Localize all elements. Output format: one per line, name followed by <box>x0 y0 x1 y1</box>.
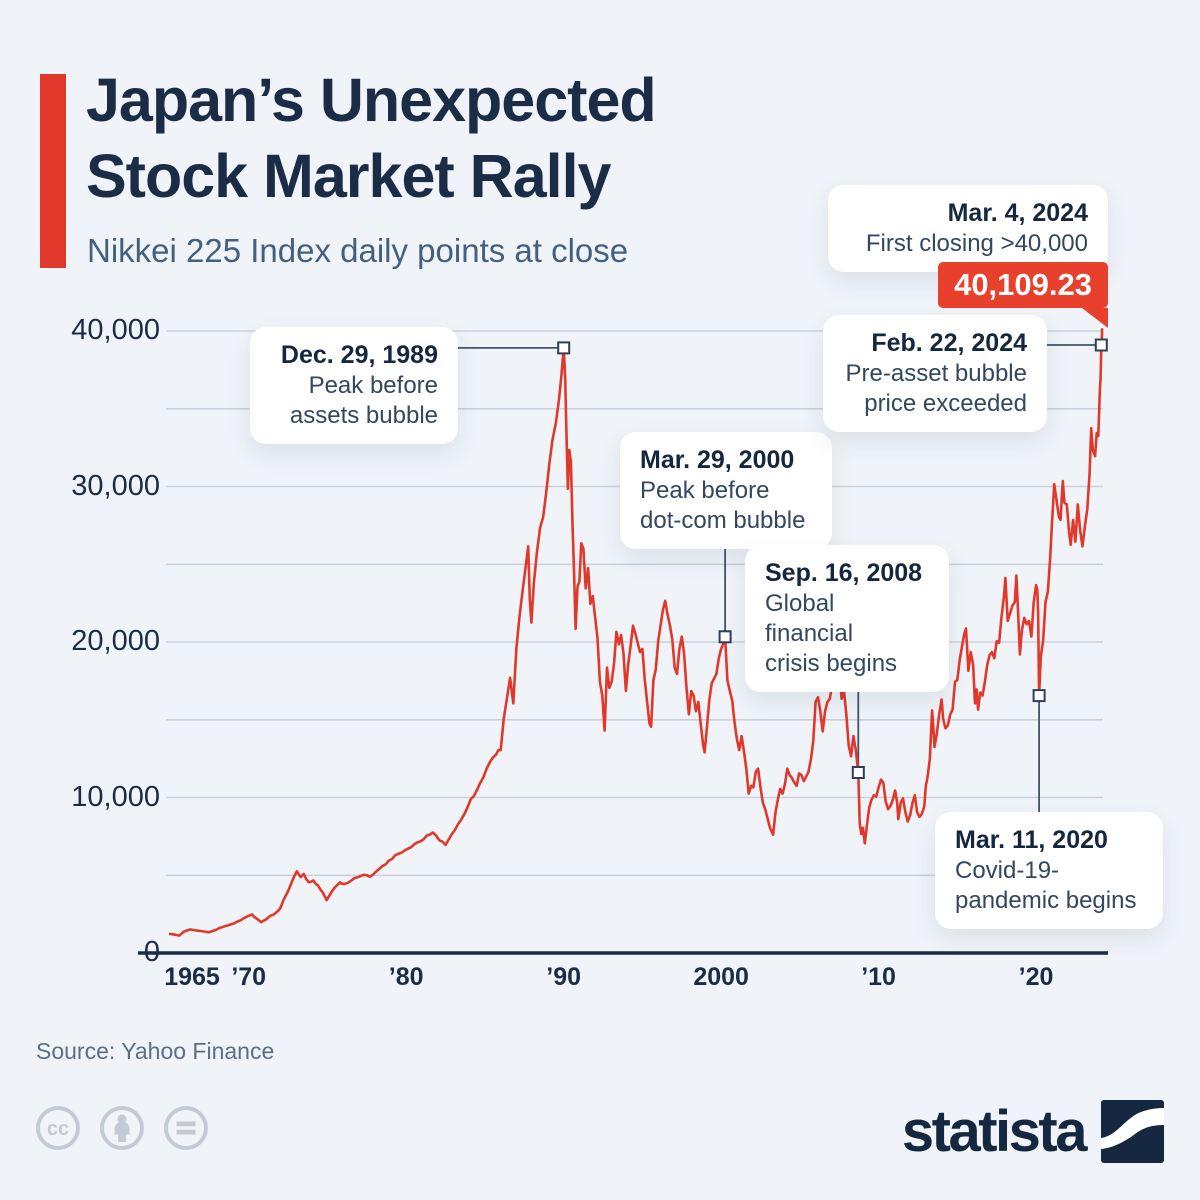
annotation-date: Mar. 11, 2020 <box>955 826 1108 854</box>
x-axis-label-2000: 2000 <box>693 963 749 991</box>
annotation-date: Mar. 29, 2000 <box>640 446 795 474</box>
page-title: Japan’s Unexpected Stock Market Rally <box>86 62 657 214</box>
annotation-date: Dec. 29, 1989 <box>280 341 438 369</box>
equals-icon <box>164 1106 208 1150</box>
annotation-mar-29-2000: Mar. 29, 2000 Peak before dot-com bubble <box>620 432 832 549</box>
title-accent-bar <box>40 74 66 268</box>
annotation-date: Sep. 16, 2008 <box>765 559 923 587</box>
y-axis-label-40000: 40,000 <box>71 314 160 346</box>
page-title-line1: Japan’s Unexpected <box>86 66 657 134</box>
statista-logo: statista <box>902 1098 1164 1165</box>
x-axis-label-1990: ’90 <box>546 963 582 991</box>
statista-swoosh-icon <box>1101 1100 1164 1163</box>
source-note: Source: Yahoo Finance <box>36 1038 275 1064</box>
annotation-dec-29-1989: Dec. 29, 1989 Peak before assets bubble <box>250 327 458 444</box>
chart-subtitle: Nikkei 225 Index daily points at close <box>87 232 629 269</box>
license-icons: cc <box>34 1104 210 1152</box>
annotation-sep-16-2008: Sep. 16, 2008 Global financial crisis be… <box>745 545 949 692</box>
x-axis-label-1970: ’70 <box>231 963 267 991</box>
page-title-line2: Stock Market Rally <box>86 142 611 210</box>
x-axis-label-2010: ’10 <box>861 963 896 991</box>
x-axis-label-2020: ’20 <box>1018 963 1054 991</box>
x-axis-label-1980: ’80 <box>388 963 424 991</box>
cc-icon: cc <box>36 1106 80 1150</box>
annotation-mar-11-2020: Mar. 11, 2020 Covid-19- pandemic begins <box>935 812 1163 929</box>
statista-wordmark: statista <box>901 1099 1088 1164</box>
annotation-feb-22-2024: Feb. 22, 2024 Pre-asset bubble price exc… <box>823 315 1047 432</box>
y-axis-label-10000: 10,000 <box>71 780 160 813</box>
svg-text:cc: cc <box>47 1118 69 1140</box>
annotation-date: Mar. 4, 2024 <box>947 199 1088 227</box>
attribution-person-icon <box>100 1106 144 1150</box>
y-axis-label-30000: 30,000 <box>71 469 160 502</box>
y-axis-label-0: 0 <box>143 936 160 968</box>
x-axis-label-1965: 1965 <box>164 963 220 991</box>
annotation-date: Feb. 22, 2024 <box>871 329 1027 357</box>
y-axis-label-20000: 20,000 <box>71 625 160 657</box>
annotation-mar-4-2024: Mar. 4, 2024 First closing >40,000 <box>828 185 1108 272</box>
record-value-badge: 40,109.23 <box>938 262 1108 328</box>
